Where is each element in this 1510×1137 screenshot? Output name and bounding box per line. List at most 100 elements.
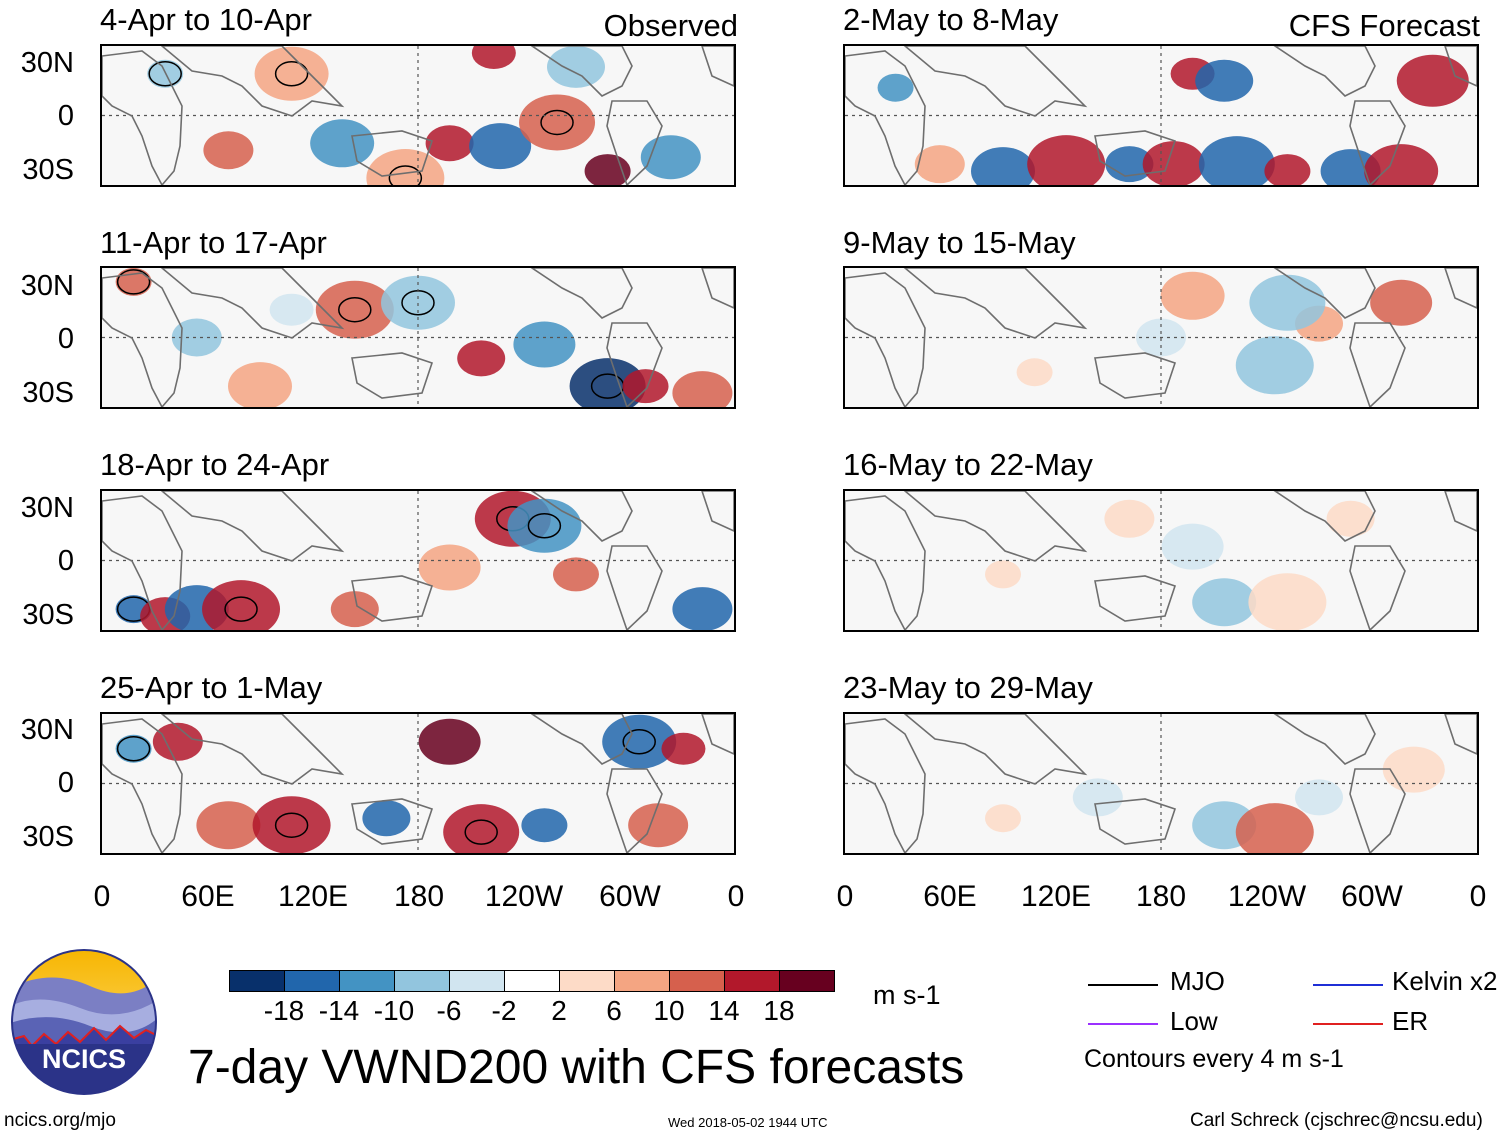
coastline (530, 491, 633, 542)
anomaly-shading (418, 544, 481, 591)
map-panel (843, 44, 1479, 187)
lon-label: 0 (93, 880, 111, 913)
colorbar-label: -10 (373, 995, 415, 1026)
coastline (845, 495, 926, 630)
anomaly-shading (1027, 135, 1106, 185)
figure-title: 7-day VWND200 with CFS forecasts (188, 1041, 965, 1094)
anomaly-shading (672, 371, 733, 407)
coastline (1444, 714, 1477, 755)
coastline (160, 491, 345, 562)
colorbar-swatch (559, 970, 615, 992)
anomaly-shading (202, 580, 281, 630)
panel-title-left-2: 11-Apr to 17-Apr (100, 225, 327, 260)
lon-label: 120E (1020, 880, 1092, 913)
anomaly-shading (1142, 141, 1205, 185)
low-legend-label: Low (1170, 1006, 1218, 1036)
colorbar-swatch (284, 970, 340, 992)
coastline (530, 714, 633, 765)
panel-title-left-4: 25-Apr to 1-May (100, 670, 323, 705)
lon-label: 60W (599, 880, 661, 913)
coastline (701, 491, 734, 532)
anomaly-shading (1235, 803, 1314, 853)
coastline (1094, 352, 1177, 399)
coastline (1444, 491, 1477, 532)
coastline (845, 50, 926, 185)
map-panel (843, 712, 1479, 855)
anomaly-shading (1382, 746, 1445, 793)
anomaly-shading (622, 369, 669, 404)
lon-label: 0 (1469, 880, 1487, 913)
colorbar-label: 14 (708, 995, 740, 1026)
contour-note: Contours every 4 m s-1 (1084, 1045, 1344, 1073)
coastline (845, 272, 926, 407)
anomaly-shading (315, 280, 394, 339)
colorbar-swatch (504, 970, 560, 992)
anomaly-shading (1326, 500, 1375, 537)
lon-label: 60E (923, 880, 977, 913)
low-legend-line (1088, 1023, 1158, 1025)
anomaly-shading (425, 125, 474, 162)
coastline (701, 714, 734, 755)
mjo-contour (464, 819, 498, 845)
anomaly-shading (640, 135, 701, 180)
coastline (903, 714, 1088, 785)
coastline (351, 352, 434, 399)
coastline (1349, 100, 1406, 185)
colorbar-swatch (779, 970, 835, 992)
anomaly-shading (985, 804, 1021, 833)
lat-label-eq: 0 (57, 100, 74, 132)
lon-label: 60E (181, 880, 235, 913)
map-panel (100, 44, 736, 187)
er-legend-line (1313, 1023, 1383, 1025)
mjo-contour (622, 729, 656, 755)
coastline (102, 50, 183, 185)
anomaly-shading (521, 808, 568, 843)
colorbar-label: 6 (606, 995, 622, 1026)
anomaly-shading (1235, 336, 1314, 395)
anomaly-shading (1396, 54, 1469, 107)
coastline (160, 714, 345, 785)
anomaly-shading (1195, 59, 1254, 102)
anomaly-shading (1295, 779, 1343, 816)
coastline (1094, 575, 1177, 622)
anomaly-shading (507, 498, 582, 553)
anomaly-shading (1161, 523, 1224, 570)
coastline (903, 46, 1088, 117)
lon-label: 120E (277, 880, 349, 913)
anomaly-shading (443, 804, 520, 853)
map-panel (843, 266, 1479, 409)
lat-label-eq: 0 (57, 323, 74, 355)
coastline (903, 268, 1088, 339)
anomaly-shading (381, 275, 455, 330)
colorbar-swatch (724, 970, 780, 992)
coastline (845, 718, 926, 853)
logo-text: NCICS (41, 1044, 126, 1074)
lon-label: 0 (727, 880, 745, 913)
coastline (1273, 714, 1376, 765)
coastline (160, 46, 345, 117)
lon-label: 180 (1135, 880, 1187, 913)
coastline (160, 268, 345, 339)
anomaly-shading (152, 722, 203, 761)
anomaly-shading (115, 734, 152, 763)
anomaly-shading (196, 801, 261, 850)
coastline (1094, 798, 1177, 845)
lon-label: 120W (484, 880, 564, 913)
lat-label-eq: 0 (57, 545, 74, 577)
timestamp: Wed 2018-05-02 1944 UTC (668, 1115, 828, 1130)
anomaly-shading (877, 73, 914, 102)
lat-label-30n: 30N (20, 47, 74, 79)
map-panel (100, 266, 736, 409)
colorbar-swatch (449, 970, 505, 992)
coastline (102, 272, 183, 407)
lat-label-30n: 30N (20, 714, 74, 746)
colorbar-label: -18 (263, 995, 305, 1026)
anomaly-shading (1160, 271, 1225, 320)
anomaly-shading (362, 800, 411, 837)
coastline (351, 130, 434, 177)
anomaly-shading (1370, 279, 1433, 326)
colorbar-label: -6 (436, 995, 462, 1026)
anomaly-shading (519, 94, 596, 151)
ncics-logo: NCICS (10, 948, 158, 1096)
colorbar-label: -2 (491, 995, 517, 1026)
